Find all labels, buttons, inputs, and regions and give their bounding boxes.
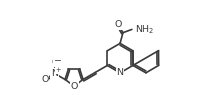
Text: O: O (70, 82, 78, 91)
Text: N: N (51, 69, 58, 78)
Text: NH$_2$: NH$_2$ (135, 23, 154, 36)
Text: O: O (41, 75, 49, 84)
Text: +: + (56, 67, 61, 73)
Text: −: − (54, 55, 62, 64)
Text: N: N (117, 68, 124, 77)
Text: O: O (114, 20, 122, 29)
Text: O: O (51, 58, 59, 67)
